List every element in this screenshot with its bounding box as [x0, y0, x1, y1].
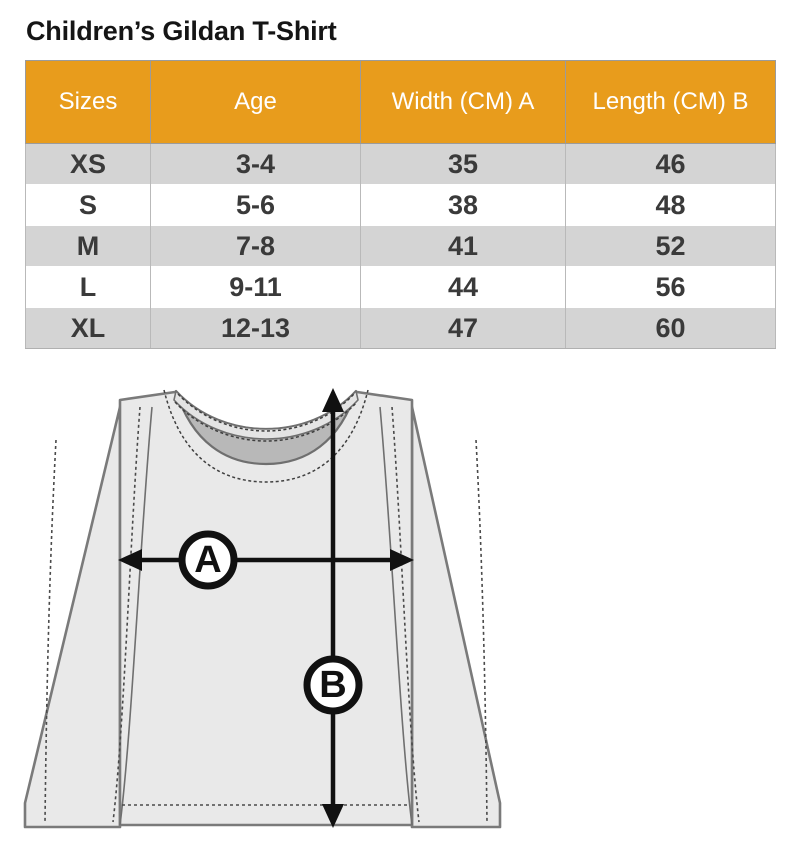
right-armhole-seam [379, 406, 413, 826]
column-header-width: Width (CM) A [360, 60, 566, 144]
left-shoulder-stitch [112, 406, 141, 823]
neckline-outer-stitch [163, 389, 369, 483]
column-header-sizes: Sizes [25, 60, 151, 144]
cell-size: L [25, 266, 151, 308]
width-marker-circle [178, 530, 238, 590]
cell-length: 46 [565, 143, 776, 185]
cell-width: 38 [360, 184, 566, 226]
table-header: Sizes Age Width (CM) A Length (CM) B [25, 60, 776, 144]
tshirt-illustration [23, 389, 502, 829]
collar-stitch-upper [177, 393, 355, 432]
right-shoulder-stitch [391, 406, 420, 823]
cell-length: 48 [565, 184, 776, 226]
cell-width: 35 [360, 143, 566, 185]
table-row: XS 3-4 35 46 [25, 143, 776, 185]
width-arrowhead-right [390, 549, 414, 571]
page-title: Children’s Gildan T-Shirt [26, 16, 337, 46]
tshirt-diagram: A B [23, 388, 502, 829]
table-row: L 9-11 44 56 [25, 266, 776, 308]
cell-width: 44 [360, 266, 566, 308]
length-arrowhead-bottom [322, 804, 344, 828]
cell-age: 12-13 [150, 307, 361, 349]
cell-width: 47 [360, 307, 566, 349]
table-row: M 7-8 41 52 [25, 225, 776, 267]
length-measurement-b: B [303, 388, 363, 828]
cell-age: 7-8 [150, 225, 361, 267]
cell-size: M [25, 225, 151, 267]
width-measurement-a: A [118, 530, 414, 590]
cell-length: 56 [565, 266, 776, 308]
cell-length: 60 [565, 307, 776, 349]
table-body: XS 3-4 35 46 S 5-6 38 48 M 7-8 41 52 L 9… [25, 143, 776, 349]
cell-size: XL [25, 307, 151, 349]
length-marker-label: B [319, 664, 346, 706]
cell-length: 52 [565, 225, 776, 267]
cell-age: 3-4 [150, 143, 361, 185]
column-header-age: Age [150, 60, 361, 144]
size-table: Sizes Age Width (CM) A Length (CM) B XS … [25, 60, 776, 349]
right-sleeve-hem-stitch [475, 439, 488, 823]
table-header-row: Sizes Age Width (CM) A Length (CM) B [25, 60, 776, 144]
cell-age: 5-6 [150, 184, 361, 226]
left-armhole-seam [119, 406, 153, 826]
length-arrowhead-top [322, 388, 344, 412]
length-marker-circle [303, 655, 363, 715]
width-arrowhead-left [118, 549, 142, 571]
collar-rib-band [173, 390, 359, 440]
left-sleeve [23, 405, 122, 829]
cell-size: S [25, 184, 151, 226]
cell-age: 9-11 [150, 266, 361, 308]
cell-size: XS [25, 143, 151, 185]
table-row: XL 12-13 47 60 [25, 307, 776, 349]
table-row: S 5-6 38 48 [25, 184, 776, 226]
cell-width: 41 [360, 225, 566, 267]
width-marker-label: A [194, 539, 221, 581]
left-sleeve-hem-stitch [44, 439, 57, 823]
column-header-length: Length (CM) B [565, 60, 776, 144]
